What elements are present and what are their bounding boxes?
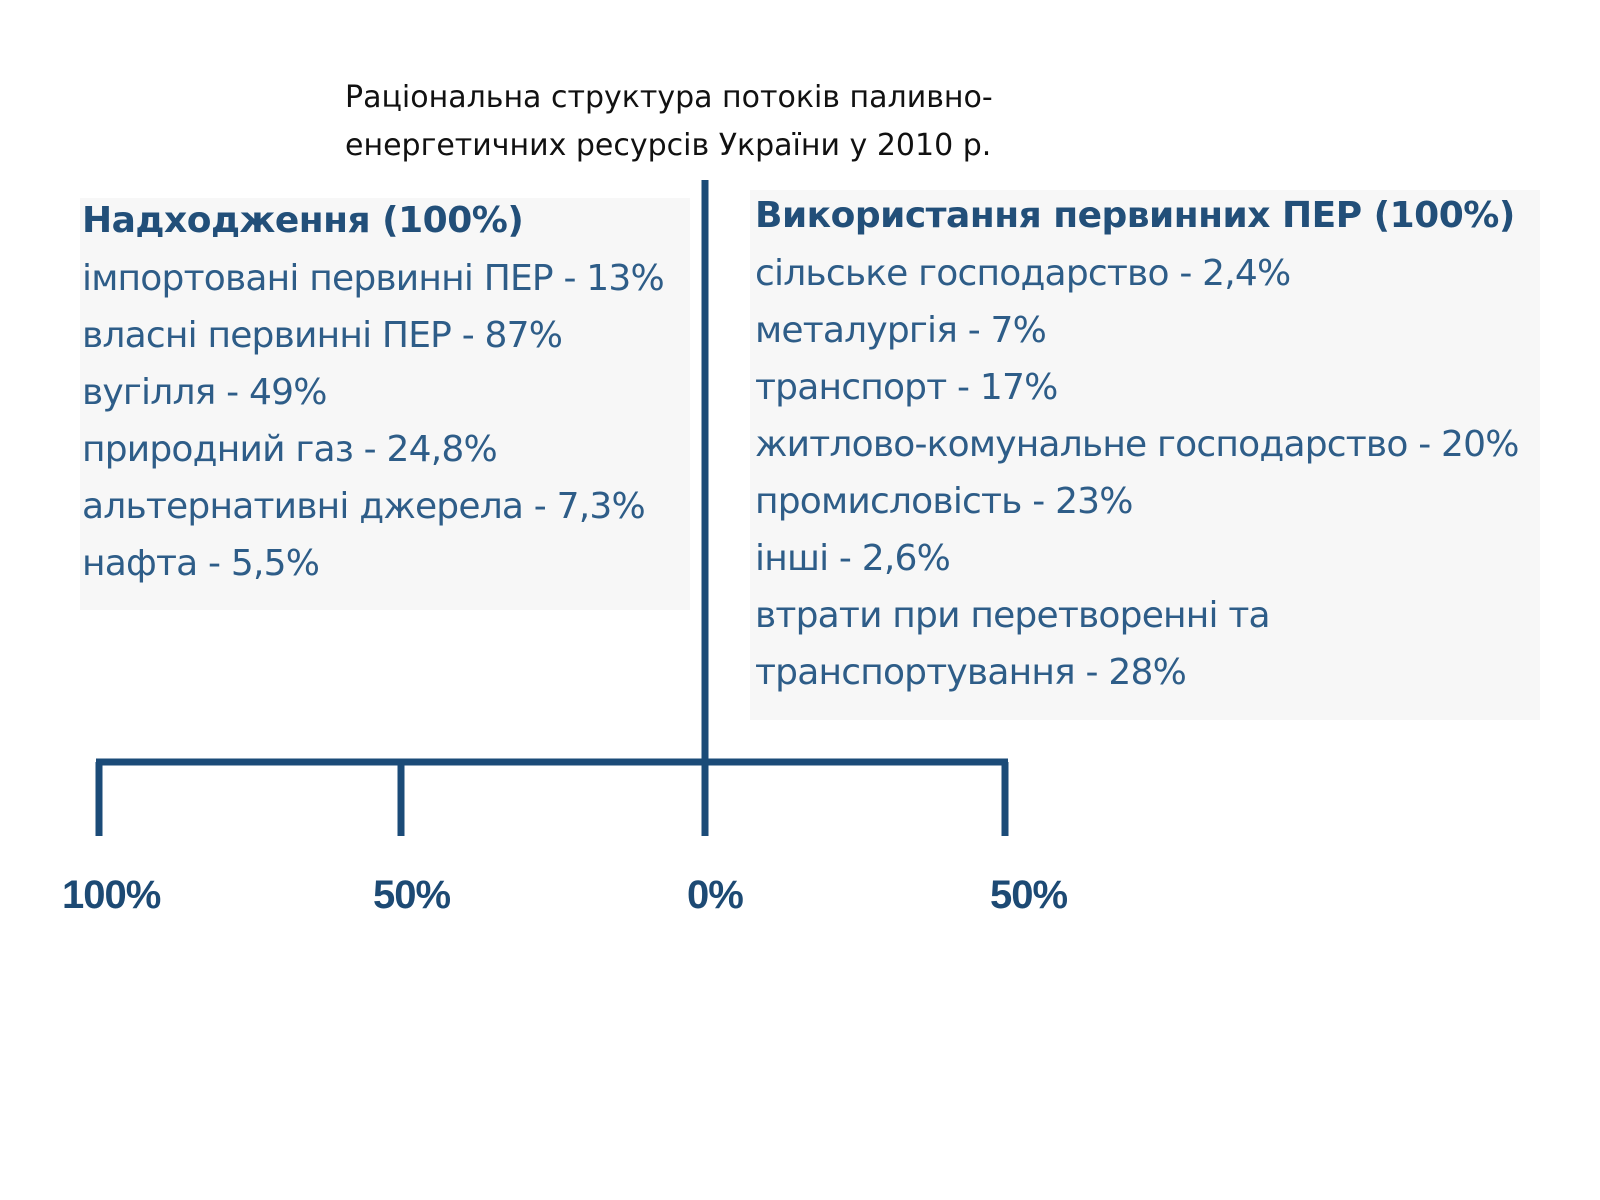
title-line-2: енергетичних ресурсів України у 2010 р.: [345, 128, 992, 163]
usage-item-losses-line-1: втрати при перетворенні та: [755, 595, 1271, 636]
income-heading: Надходження (100%): [82, 200, 524, 241]
usage-heading: Використання первинних ПЕР (100%): [755, 195, 1515, 236]
usage-item-housing: житлово-комунальне господарство - 20%: [755, 424, 1519, 465]
tick-label-100: 100%: [62, 873, 161, 917]
income-item-oil: нафта - 5,5%: [82, 543, 320, 584]
income-item-natural-gas: природний газ - 24,8%: [82, 429, 498, 470]
income-item-alternative: альтернативні джерела - 7,3%: [82, 486, 646, 527]
income-item-imported: імпортовані первинні ПЕР - 13%: [82, 258, 665, 299]
usage-item-other: інші - 2,6%: [755, 538, 951, 579]
tick-label-0: 0%: [687, 873, 744, 917]
usage-item-agriculture: сільське господарство - 2,4%: [755, 253, 1291, 294]
tick-label-50-left: 50%: [373, 873, 451, 917]
diagram-title: Раціональна структура потоків паливно- е…: [345, 74, 1105, 170]
usage-item-transport: транспорт - 17%: [755, 367, 1058, 408]
title-line-1: Раціональна структура потоків паливно-: [345, 80, 993, 115]
income-item-domestic: власні первинні ПЕР - 87%: [82, 315, 563, 356]
income-panel-background: [80, 198, 690, 610]
usage-item-losses-line-2: транспортування - 28%: [755, 652, 1187, 693]
usage-item-industry: промисловість - 23%: [755, 481, 1134, 522]
income-item-coal: вугілля - 49%: [82, 372, 327, 413]
usage-item-metallurgy: металургія - 7%: [755, 310, 1047, 351]
usage-panel-background: [750, 190, 1540, 720]
tick-label-50-right: 50%: [990, 873, 1068, 917]
